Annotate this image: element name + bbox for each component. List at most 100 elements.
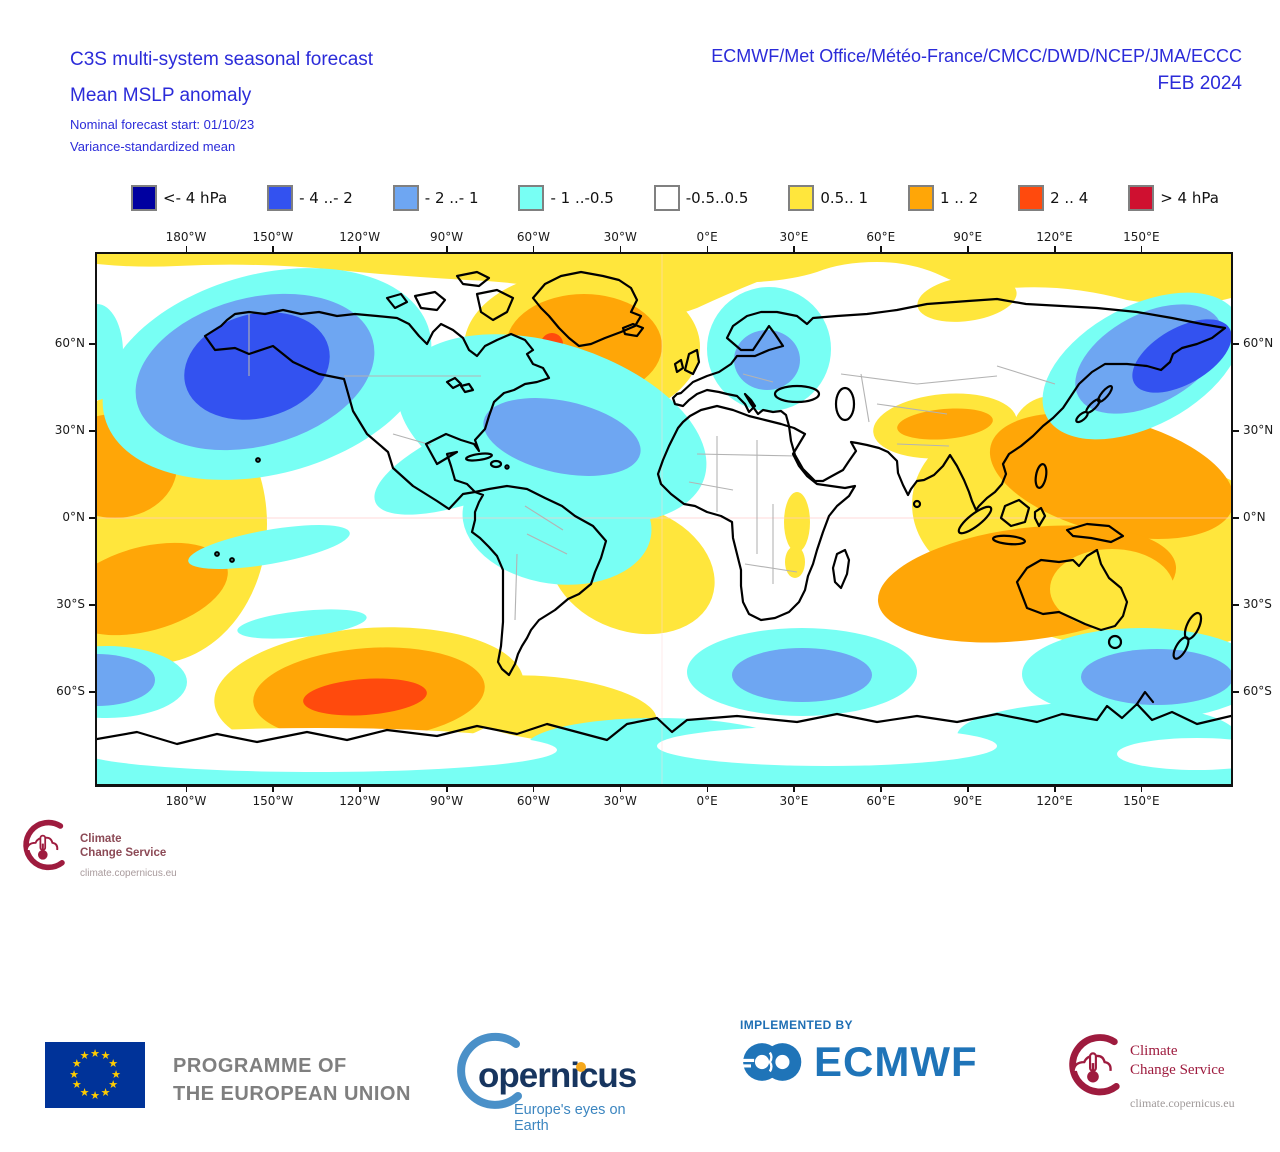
eu-flag-star-icon: ★ bbox=[79, 1086, 90, 1099]
copernicus-tagline: Europe's eyes on Earth bbox=[514, 1102, 626, 1134]
lat-tick-label-right: 30°N bbox=[1243, 423, 1274, 437]
legend-swatch bbox=[392, 185, 419, 211]
c3s-url: climate.copernicus.eu bbox=[1130, 1096, 1235, 1110]
eu-flag-star-icon: ★ bbox=[90, 1047, 100, 1060]
title-block: C3S multi-system seasonal forecast Mean … bbox=[70, 42, 373, 158]
legend-label: 0.5.. 1 bbox=[820, 189, 869, 207]
legend-swatch bbox=[653, 185, 680, 211]
lat-tick-right bbox=[1231, 517, 1239, 519]
c3s-badge-line2: Change Service bbox=[80, 847, 167, 859]
lon-tick-bottom bbox=[619, 784, 622, 792]
copernicus-wordmark: opernicus bbox=[478, 1056, 637, 1095]
lon-tick-bottom bbox=[446, 784, 448, 792]
lat-tick-label-right: 30°S bbox=[1243, 597, 1272, 611]
legend-item: 1 .. 2 bbox=[907, 185, 978, 211]
eu-flag-star-icon: ★ bbox=[79, 1050, 90, 1063]
page-subtitle: Mean MSLP anomaly bbox=[70, 85, 252, 106]
lat-tick-left bbox=[89, 343, 97, 345]
lon-tick-bottom bbox=[1140, 784, 1143, 792]
c3s-badge-line1: Climate bbox=[80, 833, 122, 845]
lon-tick-label-bottom: 90°E bbox=[953, 794, 983, 808]
lon-tick-top bbox=[706, 246, 709, 254]
lon-tick-bottom bbox=[272, 784, 274, 792]
page-title: C3S multi-system seasonal forecast bbox=[70, 49, 374, 70]
legend-item: - 4 ..- 2 bbox=[267, 185, 353, 211]
map-frame: 180°W 180°W 150°W 150°W 120°W 120°W 90°W 90°W 60… bbox=[55, 230, 1274, 808]
legend-swatch bbox=[518, 185, 545, 211]
climate-change-service-icon-large bbox=[1069, 1034, 1120, 1096]
centers-block: ECMWF/Met Office/Météo-France/CMCC/DWD/N… bbox=[711, 44, 1242, 100]
lat-tick-right bbox=[1231, 343, 1239, 345]
lon-tick-top bbox=[1054, 246, 1056, 254]
valid-month: FEB 2024 bbox=[1157, 73, 1243, 94]
c3s-line1: Climate bbox=[1130, 1043, 1178, 1059]
lon-tick-label-bottom: 150°W bbox=[252, 794, 294, 808]
eu-flag-star-icon: ★ bbox=[71, 1079, 82, 1091]
ecmwf-block: IMPLEMENTED BY ECMWF bbox=[740, 1018, 978, 1086]
lon-tick-top bbox=[185, 246, 187, 254]
variance-note: Variance-standardized mean bbox=[70, 139, 236, 154]
forecast-start-note: Nominal forecast start: 01/10/23 bbox=[70, 117, 255, 132]
eu-flag-star-icon: ★ bbox=[108, 1058, 119, 1070]
lat-tick-label-left: 60°S bbox=[56, 684, 85, 698]
lon-tick-top bbox=[793, 246, 795, 254]
legend-item: -0.5..0.5 bbox=[653, 185, 748, 211]
lon-tick-label-bottom: 90°W bbox=[429, 794, 464, 808]
lon-tick-label-bottom: 120°E bbox=[1036, 794, 1073, 808]
eu-programme-text: PROGRAMME OF THE EUROPEAN UNION bbox=[173, 1052, 411, 1108]
eu-flag: ★ ★ ★ ★ ★ ★ ★ ★ ★ ★ ★ ★ bbox=[45, 1042, 145, 1108]
lon-tick-label-top: 30°E bbox=[779, 230, 809, 244]
lon-tick-label-bottom: 30°W bbox=[603, 794, 637, 808]
lon-tick-bottom bbox=[793, 784, 795, 792]
legend-swatch bbox=[788, 185, 815, 211]
lon-tick-bottom bbox=[967, 784, 969, 792]
legend-swatch bbox=[907, 185, 934, 211]
lon-tick-label-bottom: 120°W bbox=[339, 794, 381, 808]
eu-flag-star-icon: ★ bbox=[69, 1068, 79, 1081]
lat-tick-right bbox=[1231, 430, 1239, 432]
lon-tick-label-bottom: 180°W bbox=[165, 794, 207, 808]
eu-flag-star-icon: ★ bbox=[111, 1068, 121, 1081]
legend-item: > 4 hPa bbox=[1128, 185, 1219, 211]
lon-tick-label-bottom: 60°E bbox=[866, 794, 896, 808]
lon-tick-bottom bbox=[880, 784, 882, 792]
legend-label: - 4 ..- 2 bbox=[299, 189, 353, 207]
legend-label: 2 .. 4 bbox=[1050, 189, 1089, 207]
lon-tick-label-bottom: 60°W bbox=[516, 794, 550, 808]
lat-tick-label-right: 0°N bbox=[1243, 510, 1266, 524]
legend-item: 0.5.. 1 bbox=[788, 185, 868, 211]
lon-tick-top bbox=[532, 246, 535, 254]
copernicus-orange-dot-icon bbox=[576, 1062, 586, 1072]
legend-label: <- 4 hPa bbox=[163, 189, 228, 207]
lon-tick-label-top: 120°W bbox=[339, 230, 381, 244]
c3s-badge: Climate Change Service climate.copernicu… bbox=[14, 816, 244, 881]
coastlines bbox=[97, 270, 1231, 746]
legend-swatch bbox=[1128, 185, 1155, 211]
lon-tick-label-top: 180°W bbox=[165, 230, 207, 244]
lon-tick-label-top: 60°W bbox=[516, 230, 550, 244]
eu-programme-line2: THE EUROPEAN UNION bbox=[173, 1083, 411, 1105]
c3s-line2: Change Service bbox=[1130, 1062, 1225, 1078]
lon-tick-top bbox=[1140, 246, 1143, 254]
lon-tick-label-top: 30°W bbox=[603, 230, 637, 244]
lat-tick-left bbox=[89, 604, 97, 606]
lat-tick-label-right: 60°N bbox=[1243, 336, 1274, 350]
lat-tick-label-right: 60°S bbox=[1243, 684, 1272, 698]
legend-label: - 1 ..-0.5 bbox=[550, 189, 614, 207]
lon-tick-label-bottom: 30°E bbox=[779, 794, 809, 808]
legend-swatch bbox=[1018, 185, 1045, 211]
lon-tick-bottom bbox=[1054, 784, 1056, 792]
lon-tick-top bbox=[967, 246, 969, 254]
lon-tick-top bbox=[446, 246, 448, 254]
model-centers: ECMWF/Met Office/Météo-France/CMCC/DWD/N… bbox=[711, 46, 1242, 66]
legend-swatch bbox=[267, 185, 294, 211]
world-map-svg bbox=[97, 254, 1231, 784]
c3s-badge-url: climate.copernicus.eu bbox=[80, 868, 177, 879]
c3s-logo-block: Climate Change Service climate.copernicu… bbox=[1058, 1030, 1278, 1110]
legend-item: 2 .. 4 bbox=[1018, 185, 1088, 211]
lon-tick-label-top: 90°E bbox=[953, 230, 983, 244]
lat-tick-left bbox=[89, 691, 97, 693]
lat-tick-label-left: 30°S bbox=[56, 597, 85, 611]
lon-tick-label-top: 120°E bbox=[1036, 230, 1073, 244]
